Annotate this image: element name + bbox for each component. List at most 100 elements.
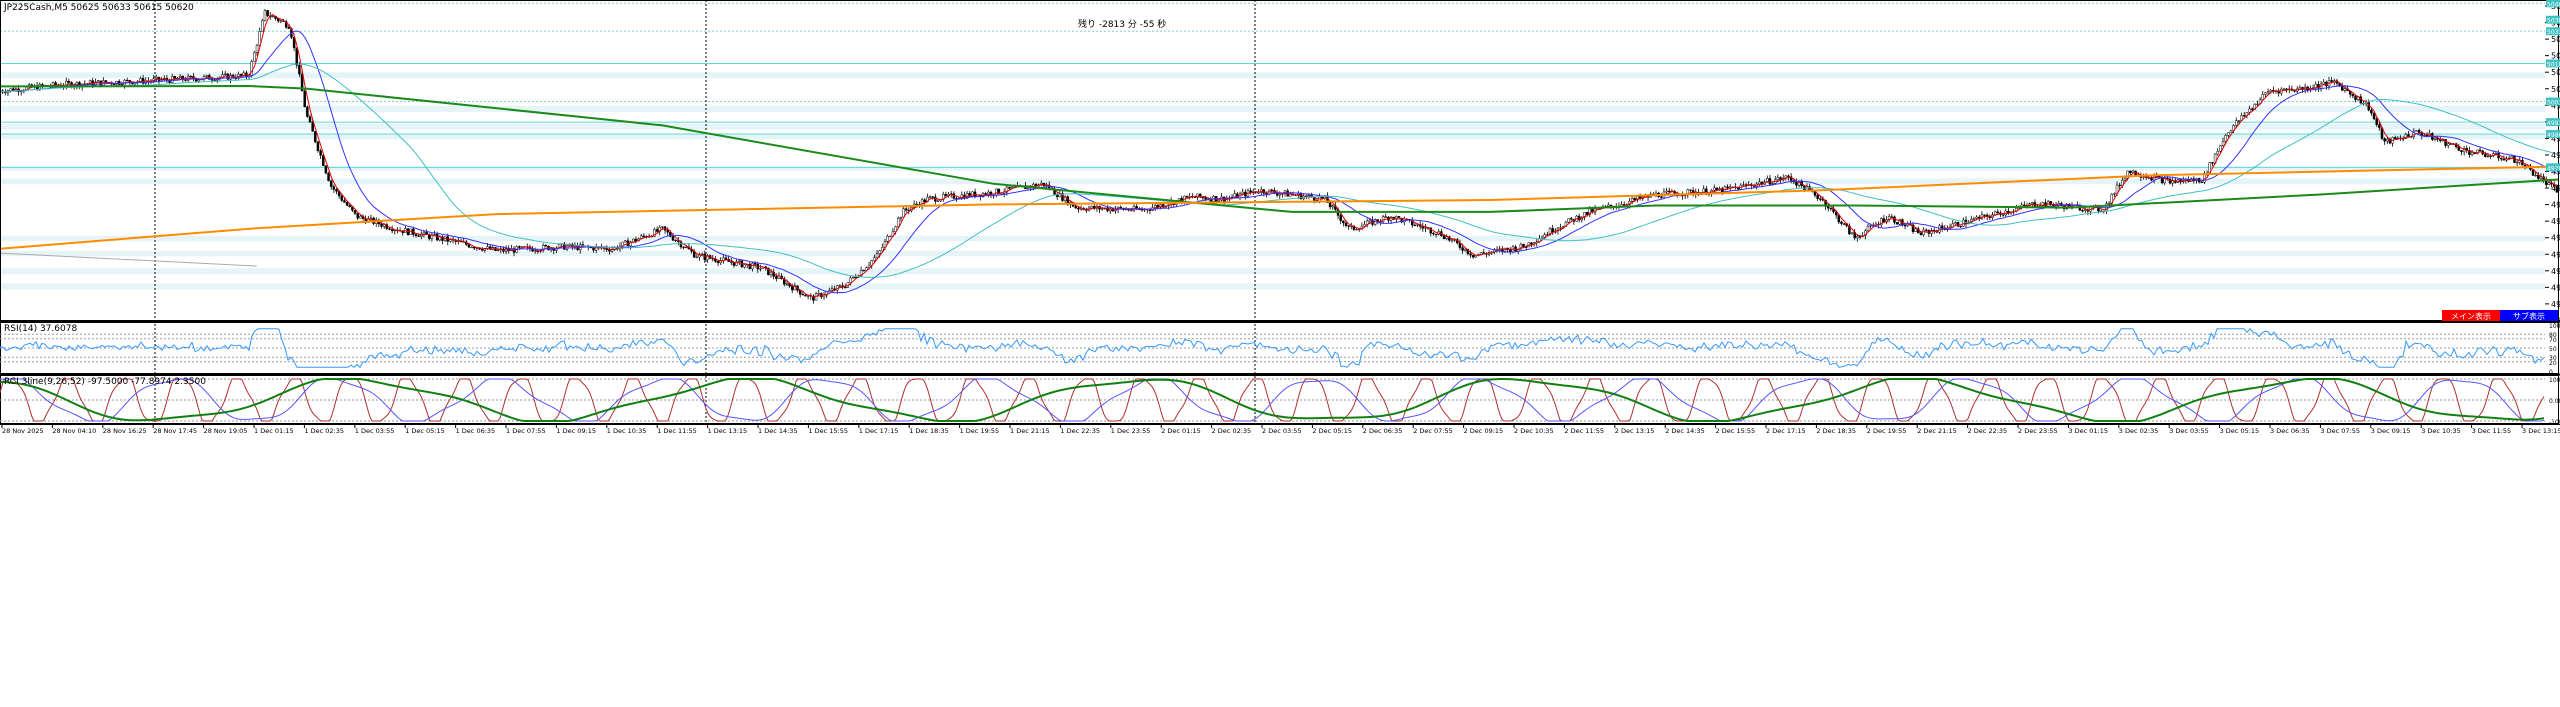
time-label: 2 Dec 09:15: [1464, 427, 1504, 435]
candle: [354, 210, 356, 215]
time-label: 1 Dec 09:15: [556, 427, 596, 435]
candle: [2066, 203, 2068, 210]
time-label: 3 Dec 05:15: [2220, 427, 2260, 435]
candle: [2002, 214, 2004, 217]
time-label: 1 Dec 17:15: [859, 427, 899, 435]
candle: [1758, 178, 1760, 187]
time-label: 2 Dec 15:55: [1716, 427, 1756, 435]
candle: [2217, 148, 2219, 156]
price-marker-label: 50335: [2547, 29, 2560, 36]
time-label: 3 Dec 01:15: [2068, 427, 2108, 435]
time-label: 2 Dec 03:55: [1262, 427, 1302, 435]
time-label: 3 Dec 11:55: [2472, 427, 2512, 435]
candle: [1549, 227, 1551, 236]
zone-band: [0, 235, 2545, 242]
price-label: 49247: [2551, 267, 2560, 276]
candle: [1432, 232, 1434, 236]
candle: [190, 75, 192, 77]
candle: [333, 185, 335, 193]
price-marker: [2546, 97, 2560, 106]
candle: [415, 234, 417, 238]
rci-long-line: [0, 378, 2545, 422]
time-label: 3 Dec 07:55: [2320, 427, 2360, 435]
candle: [1199, 193, 1201, 198]
candle: [897, 216, 899, 228]
candle: [905, 207, 907, 212]
candle: [2235, 117, 2237, 128]
price-marker-label: 50464: [2547, 1, 2560, 8]
price-marker: [2546, 15, 2560, 24]
candle: [1424, 224, 1426, 232]
zone-band: [0, 283, 2545, 290]
candle: [1843, 223, 1845, 225]
candle: [1989, 215, 1991, 221]
candle: [2238, 120, 2240, 124]
candle: [336, 188, 338, 194]
candle: [2384, 137, 2386, 144]
candle: [887, 234, 889, 243]
time-label: 2 Dec 19:55: [1867, 427, 1907, 435]
price-label: 49622: [2551, 184, 2560, 193]
price-marker: [2546, 118, 2560, 127]
price-marker: [2546, 0, 2560, 8]
candle: [320, 149, 322, 159]
candle: [2479, 148, 2481, 152]
candle: [1340, 212, 1342, 224]
main-view-button[interactable]: メイン表示: [2442, 310, 2500, 321]
candle: [844, 284, 846, 289]
candle: [881, 244, 883, 252]
price-marker: [2546, 59, 2560, 68]
bar-countdown: 残り -2813 分 -55 秒: [1078, 18, 1166, 30]
price-label: 49472: [2551, 217, 2560, 226]
sub-view-button[interactable]: サブ表示: [2500, 310, 2558, 321]
candle: [2230, 130, 2232, 133]
rci-pane[interactable]: RCI 3line(9,26,52) -97.5000 -77.8974 2.3…: [0, 375, 2560, 427]
time-label: 1 Dec 07:55: [506, 427, 546, 435]
candle: [309, 114, 311, 122]
zone-band: [0, 268, 2545, 275]
candle: [328, 172, 330, 181]
candle: [717, 260, 719, 266]
candle: [1880, 217, 1882, 227]
candle: [288, 25, 290, 29]
price-marker-label: 49915: [2547, 120, 2560, 127]
candle: [2256, 101, 2258, 106]
candle: [2373, 112, 2375, 120]
candle: [889, 236, 891, 237]
rci-axis: 100 0.00 -100: [2549, 377, 2560, 426]
candle: [264, 9, 266, 22]
candle: [2378, 122, 2380, 131]
price-axis: 5044750372502975022250147500724999749922…: [2545, 0, 2560, 325]
candle: [812, 294, 814, 304]
candle: [1202, 197, 1204, 201]
price-marker: [2546, 27, 2560, 36]
candle: [945, 192, 947, 198]
time-label: 2 Dec 06:35: [1363, 427, 1403, 435]
candle: [1994, 211, 1996, 215]
time-label: 1 Dec 19:55: [960, 427, 1000, 435]
price-label: 49697: [2551, 168, 2560, 177]
time-label: 1 Dec 06:35: [456, 427, 496, 435]
candle: [1795, 179, 1797, 188]
candle: [804, 294, 806, 296]
candle: [322, 154, 324, 166]
candle: [2447, 142, 2449, 149]
candle: [2262, 91, 2264, 101]
candle: [1520, 243, 1522, 250]
candle: [2376, 117, 2378, 127]
candle: [259, 28, 261, 47]
main-price-pane[interactable]: [0, 0, 2559, 424]
rsi-axis-label: 80: [2549, 332, 2557, 339]
candle: [852, 277, 854, 279]
time-label: 28 Nov 04:10: [52, 427, 96, 435]
time-label: 2 Dec 23:55: [2018, 427, 2058, 435]
price-marker-label: 49706: [2547, 165, 2560, 172]
rci-short-line: [0, 378, 2545, 422]
price-marker-label: 50388: [2547, 18, 2560, 25]
candle: [306, 105, 308, 117]
candle: [969, 191, 971, 198]
rsi-line: [0, 327, 2545, 369]
candle: [1342, 220, 1344, 226]
